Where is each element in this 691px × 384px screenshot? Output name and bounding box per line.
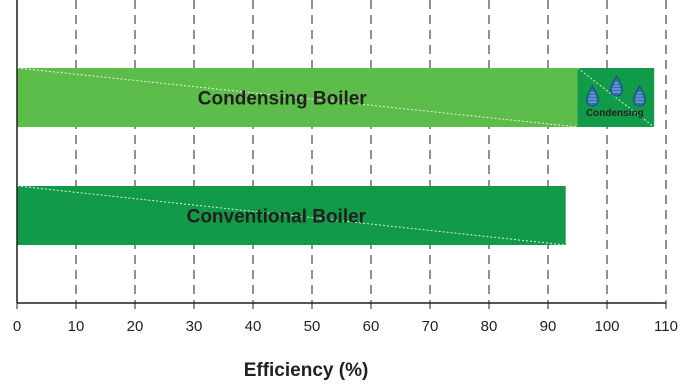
bar-label: Condensing Boiler [198,89,368,110]
x-tick-label: 0 [13,318,21,335]
water-drop-icon [586,85,599,107]
x-tick-label: 40 [245,318,262,335]
x-tick-label: 10 [68,318,85,335]
x-tick-label: 20 [127,318,144,335]
x-tick-label: 100 [594,318,619,335]
x-axis: 0 10 20 30 40 50 60 70 80 90 100 110 [13,0,678,335]
x-tick-label: 50 [304,318,321,335]
x-tick-label: 30 [186,318,203,335]
x-tick-label: 70 [422,318,439,335]
x-tick-label: 90 [540,318,557,335]
water-drop-icon [633,85,646,107]
bars: Condensing Boiler Condensing Conventional … [16,67,655,246]
x-tick-label: 80 [481,318,498,335]
bar-conventional-boiler [17,186,566,245]
extension-label: Condensing [586,108,644,119]
bar-diagonal [16,67,578,128]
bar-label: Conventional Boiler [187,207,367,228]
grid-lines [75,0,667,303]
x-tick-label: 110 [654,318,678,335]
extension-diagonal [577,67,655,128]
x-tick-label: 60 [363,318,380,335]
x-axis-title: Efficiency (%) [244,360,369,381]
water-drop-icon [610,75,623,97]
